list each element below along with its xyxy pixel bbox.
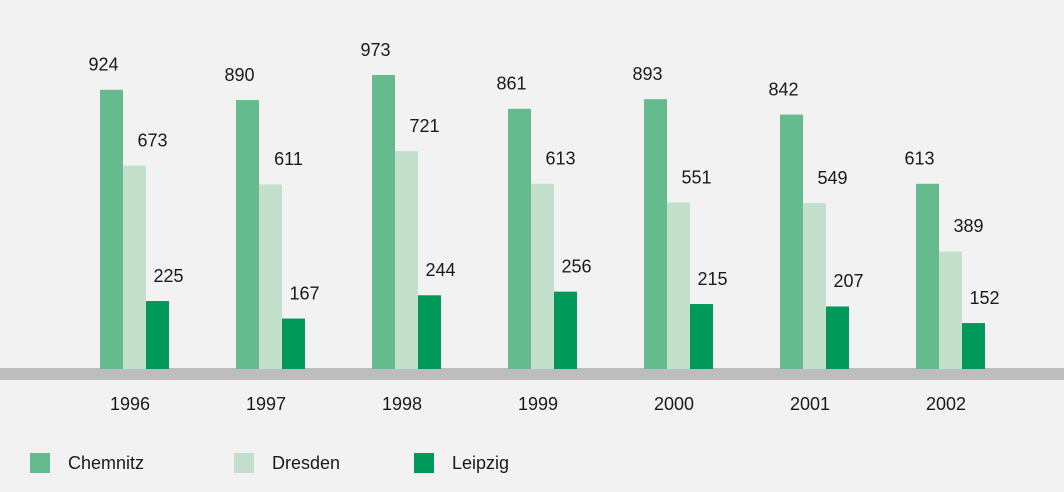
bar (939, 251, 962, 369)
x-tick-label: 1997 (246, 394, 286, 414)
bar (690, 304, 713, 369)
value-label: 611 (274, 149, 303, 169)
bar (780, 114, 803, 369)
x-tick-label: 2000 (654, 394, 694, 414)
bar (418, 295, 441, 369)
value-label: 152 (969, 288, 999, 308)
value-label: 551 (681, 167, 711, 187)
bar (554, 291, 577, 369)
value-label: 225 (153, 266, 183, 286)
bar (916, 183, 939, 369)
value-label: 549 (817, 168, 847, 188)
value-label: 893 (632, 64, 662, 84)
bar (644, 99, 667, 369)
legend-swatch (30, 453, 50, 473)
value-label: 973 (360, 40, 390, 60)
bar (146, 301, 169, 369)
value-label: 842 (768, 79, 798, 99)
value-label: 861 (496, 74, 526, 94)
legend-swatch (414, 453, 434, 473)
value-label: 924 (88, 55, 118, 75)
value-label: 890 (224, 65, 254, 85)
value-label: 721 (409, 116, 439, 136)
bar (100, 89, 123, 369)
bar (282, 318, 305, 369)
bar (236, 100, 259, 370)
value-label: 244 (425, 260, 455, 280)
value-label: 215 (697, 269, 727, 289)
x-tick-label: 2002 (926, 394, 966, 414)
value-label: 613 (904, 149, 934, 169)
x-tick-label: 2001 (790, 394, 830, 414)
bar (962, 323, 985, 369)
bar (395, 151, 418, 369)
bar (508, 108, 531, 369)
legend-swatch (234, 453, 254, 473)
bar (803, 203, 826, 369)
legend-label: Leipzig (452, 453, 509, 473)
value-label: 389 (953, 216, 983, 236)
x-tick-label: 1999 (518, 394, 558, 414)
value-label: 256 (561, 256, 591, 276)
x-tick-label: 1996 (110, 394, 150, 414)
value-label: 613 (545, 149, 575, 169)
bar (826, 306, 849, 369)
baseline (0, 368, 1064, 380)
legend-label: Chemnitz (68, 453, 144, 473)
bar (531, 183, 554, 369)
bar (123, 165, 146, 369)
value-label: 167 (289, 283, 319, 303)
bar (259, 184, 282, 369)
value-label: 673 (137, 130, 167, 150)
value-label: 207 (833, 271, 863, 291)
bar (667, 202, 690, 369)
x-tick-label: 1998 (382, 394, 422, 414)
legend-label: Dresden (272, 453, 340, 473)
bar (372, 75, 395, 369)
